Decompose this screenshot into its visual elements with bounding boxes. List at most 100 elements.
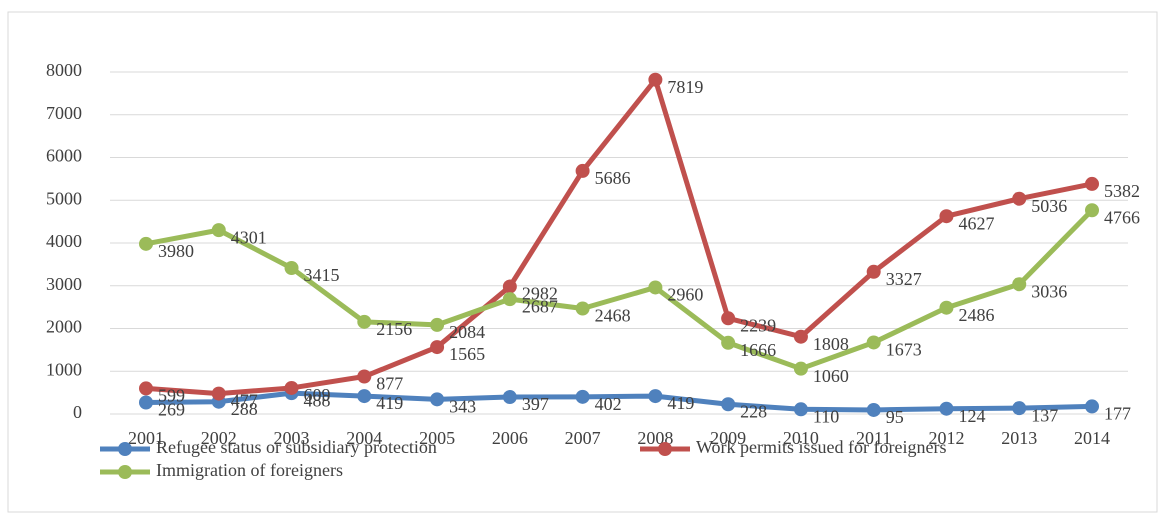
x-tick-label: 2012: [928, 428, 964, 448]
data-label: 110: [813, 406, 839, 426]
legend-label: Work permits issued for foreigners: [696, 437, 947, 457]
data-point: [866, 335, 881, 350]
data-point: [866, 264, 881, 279]
data-point: [1085, 203, 1099, 218]
legend-marker: [118, 442, 132, 456]
x-tick-label: 2002: [201, 428, 237, 448]
data-point: [1085, 399, 1099, 414]
data-label: 1060: [813, 366, 849, 386]
data-point: [430, 392, 445, 407]
x-tick-label: 2006: [492, 428, 528, 448]
data-point: [357, 369, 372, 384]
data-point: [721, 335, 736, 350]
data-point: [502, 292, 517, 307]
data-point: [939, 401, 954, 416]
data-label: 5036: [1031, 196, 1067, 216]
x-tick-label: 2001: [128, 428, 164, 448]
series-line: [145, 208, 1094, 372]
data-point: [1012, 401, 1027, 416]
y-tick-label: 2000: [46, 317, 82, 337]
data-point: [357, 314, 372, 329]
data-label: 4627: [958, 213, 994, 233]
y-tick-label: 1000: [46, 359, 82, 379]
x-tick-label: 2005: [419, 428, 455, 448]
data-label: 2960: [667, 285, 703, 305]
data-point: [648, 389, 663, 404]
data-point: [939, 209, 954, 224]
series-line: [145, 77, 1093, 397]
data-point: [866, 402, 881, 417]
data-label: 877: [376, 374, 403, 394]
data-label: 2239: [740, 315, 776, 335]
data-point: [575, 389, 590, 404]
data-label: 4301: [231, 227, 267, 247]
data-point: [211, 223, 226, 238]
data-label: 288: [231, 399, 258, 419]
legend-marker: [658, 442, 672, 456]
data-label: 3036: [1031, 281, 1067, 301]
data-label: 397: [522, 394, 549, 414]
data-label: 2468: [595, 306, 631, 326]
chart-border: [7, 11, 1158, 513]
series-line: [145, 390, 1093, 413]
data-point: [357, 389, 372, 404]
data-point: [648, 280, 663, 295]
data-label: 1808: [813, 334, 849, 354]
data-label: 2687: [522, 296, 558, 316]
data-label: 343: [449, 396, 476, 416]
data-label: 419: [667, 393, 694, 413]
data-label: 7819: [667, 77, 703, 97]
data-point: [139, 395, 153, 410]
data-point: [793, 361, 808, 376]
y-tick-label: 3000: [46, 274, 82, 294]
data-label: 269: [158, 400, 185, 420]
data-label: 5686: [595, 168, 631, 188]
data-label: 1673: [886, 340, 922, 360]
legend-label: Refugee status or subsidiary protection: [156, 437, 437, 457]
data-label: 2156: [376, 319, 412, 339]
data-point: [793, 402, 808, 417]
y-tick-label: 6000: [46, 146, 82, 166]
data-label: 4766: [1104, 207, 1140, 227]
data-label: 402: [595, 394, 622, 414]
x-tick-label: 2007: [565, 428, 601, 448]
data-label: 488: [304, 390, 331, 410]
data-point: [502, 390, 517, 405]
data-label: 2982: [522, 284, 558, 304]
data-point: [939, 300, 954, 315]
data-label: 3327: [886, 269, 922, 289]
data-point: [430, 317, 445, 332]
data-label: 228: [740, 401, 767, 421]
data-label: 177: [1104, 404, 1131, 424]
x-tick-label: 2010: [783, 428, 819, 448]
x-tick-label: 2004: [346, 428, 382, 448]
y-tick-label: 8000: [46, 60, 82, 80]
data-label: 2486: [958, 305, 994, 325]
data-label: 124: [958, 406, 985, 426]
data-label: 5382: [1104, 181, 1140, 201]
data-label: 137: [1031, 405, 1058, 425]
data-label: 3980: [158, 241, 194, 261]
legend-marker: [118, 465, 132, 479]
data-label: 2084: [449, 322, 485, 342]
data-point: [793, 329, 808, 344]
y-tick-label: 0: [73, 402, 82, 422]
data-label: 419: [376, 393, 403, 413]
data-point: [721, 397, 736, 412]
data-label: 95: [886, 407, 904, 427]
data-point: [139, 381, 153, 396]
data-point: [648, 72, 663, 87]
data-label: 477: [231, 391, 258, 411]
x-tick-label: 2009: [710, 428, 746, 448]
y-tick-label: 5000: [46, 188, 82, 208]
x-tick-label: 2013: [1001, 428, 1037, 448]
data-point: [575, 163, 590, 178]
data-label: 1666: [740, 340, 776, 360]
x-tick-label: 2011: [856, 428, 891, 448]
data-label: 3415: [304, 265, 340, 285]
y-tick-label: 7000: [46, 103, 82, 123]
y-tick-label: 4000: [46, 231, 82, 251]
data-point: [575, 301, 590, 316]
data-point: [211, 386, 226, 401]
